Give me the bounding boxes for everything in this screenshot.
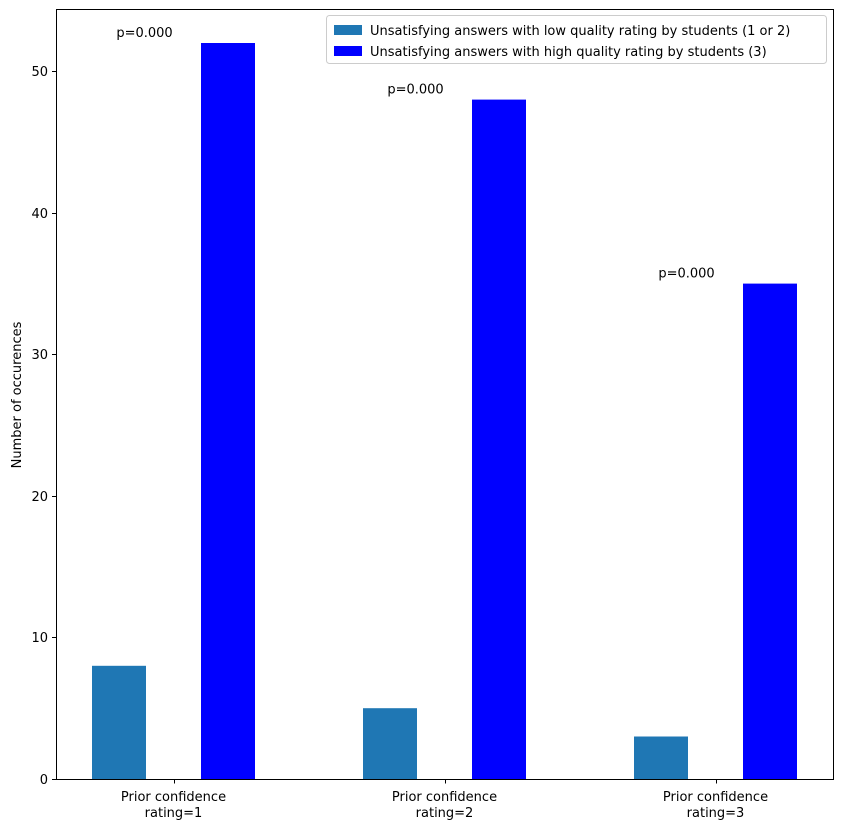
y-tick-label-10: 10 <box>31 631 48 646</box>
legend-swatch-high <box>334 46 362 56</box>
x-tick-label-line: rating=2 <box>416 806 474 821</box>
bar-high-1 <box>201 43 255 779</box>
y-tick-label-20: 20 <box>31 490 48 505</box>
bar-high-2 <box>472 99 526 780</box>
y-tick-label-0: 0 <box>40 773 48 788</box>
legend-label-low: Unsatisfying answers with low quality ra… <box>370 24 790 39</box>
bar-low-2 <box>363 708 417 779</box>
annotations-group: p=0.000 p=0.000 p=0.000 <box>116 26 714 282</box>
legend: Unsatisfying answers with low quality ra… <box>326 15 827 64</box>
legend-box <box>326 15 827 64</box>
x-tick-label-3: Prior confidence rating=3 <box>663 790 768 821</box>
y-tick-label-50: 50 <box>31 65 48 80</box>
p-value-annotation-3: p=0.000 <box>658 267 714 282</box>
bars-group <box>92 43 797 780</box>
p-value-annotation-1: p=0.000 <box>116 26 172 41</box>
bar-low-1 <box>92 665 146 779</box>
y-tick-label-40: 40 <box>31 207 48 222</box>
y-tick-label-30: 30 <box>31 348 48 363</box>
x-tick-label-line: rating=3 <box>687 806 745 821</box>
x-tick-label-line: rating=1 <box>145 806 203 821</box>
p-value-annotation-2: p=0.000 <box>387 83 443 98</box>
bar-low-3 <box>634 736 688 779</box>
y-axis-label: Number of occurences <box>10 321 25 468</box>
x-tick-label-line: Prior confidence <box>392 790 497 805</box>
x-tick-label-1: Prior confidence rating=1 <box>121 790 226 821</box>
x-tick-label-line: Prior confidence <box>663 790 768 805</box>
legend-label-high: Unsatisfying answers with high quality r… <box>370 45 767 60</box>
x-tick-label-2: Prior confidence rating=2 <box>392 790 497 821</box>
legend-swatch-low <box>334 25 362 35</box>
x-tick-label-line: Prior confidence <box>121 790 226 805</box>
bar-high-3 <box>743 283 797 779</box>
